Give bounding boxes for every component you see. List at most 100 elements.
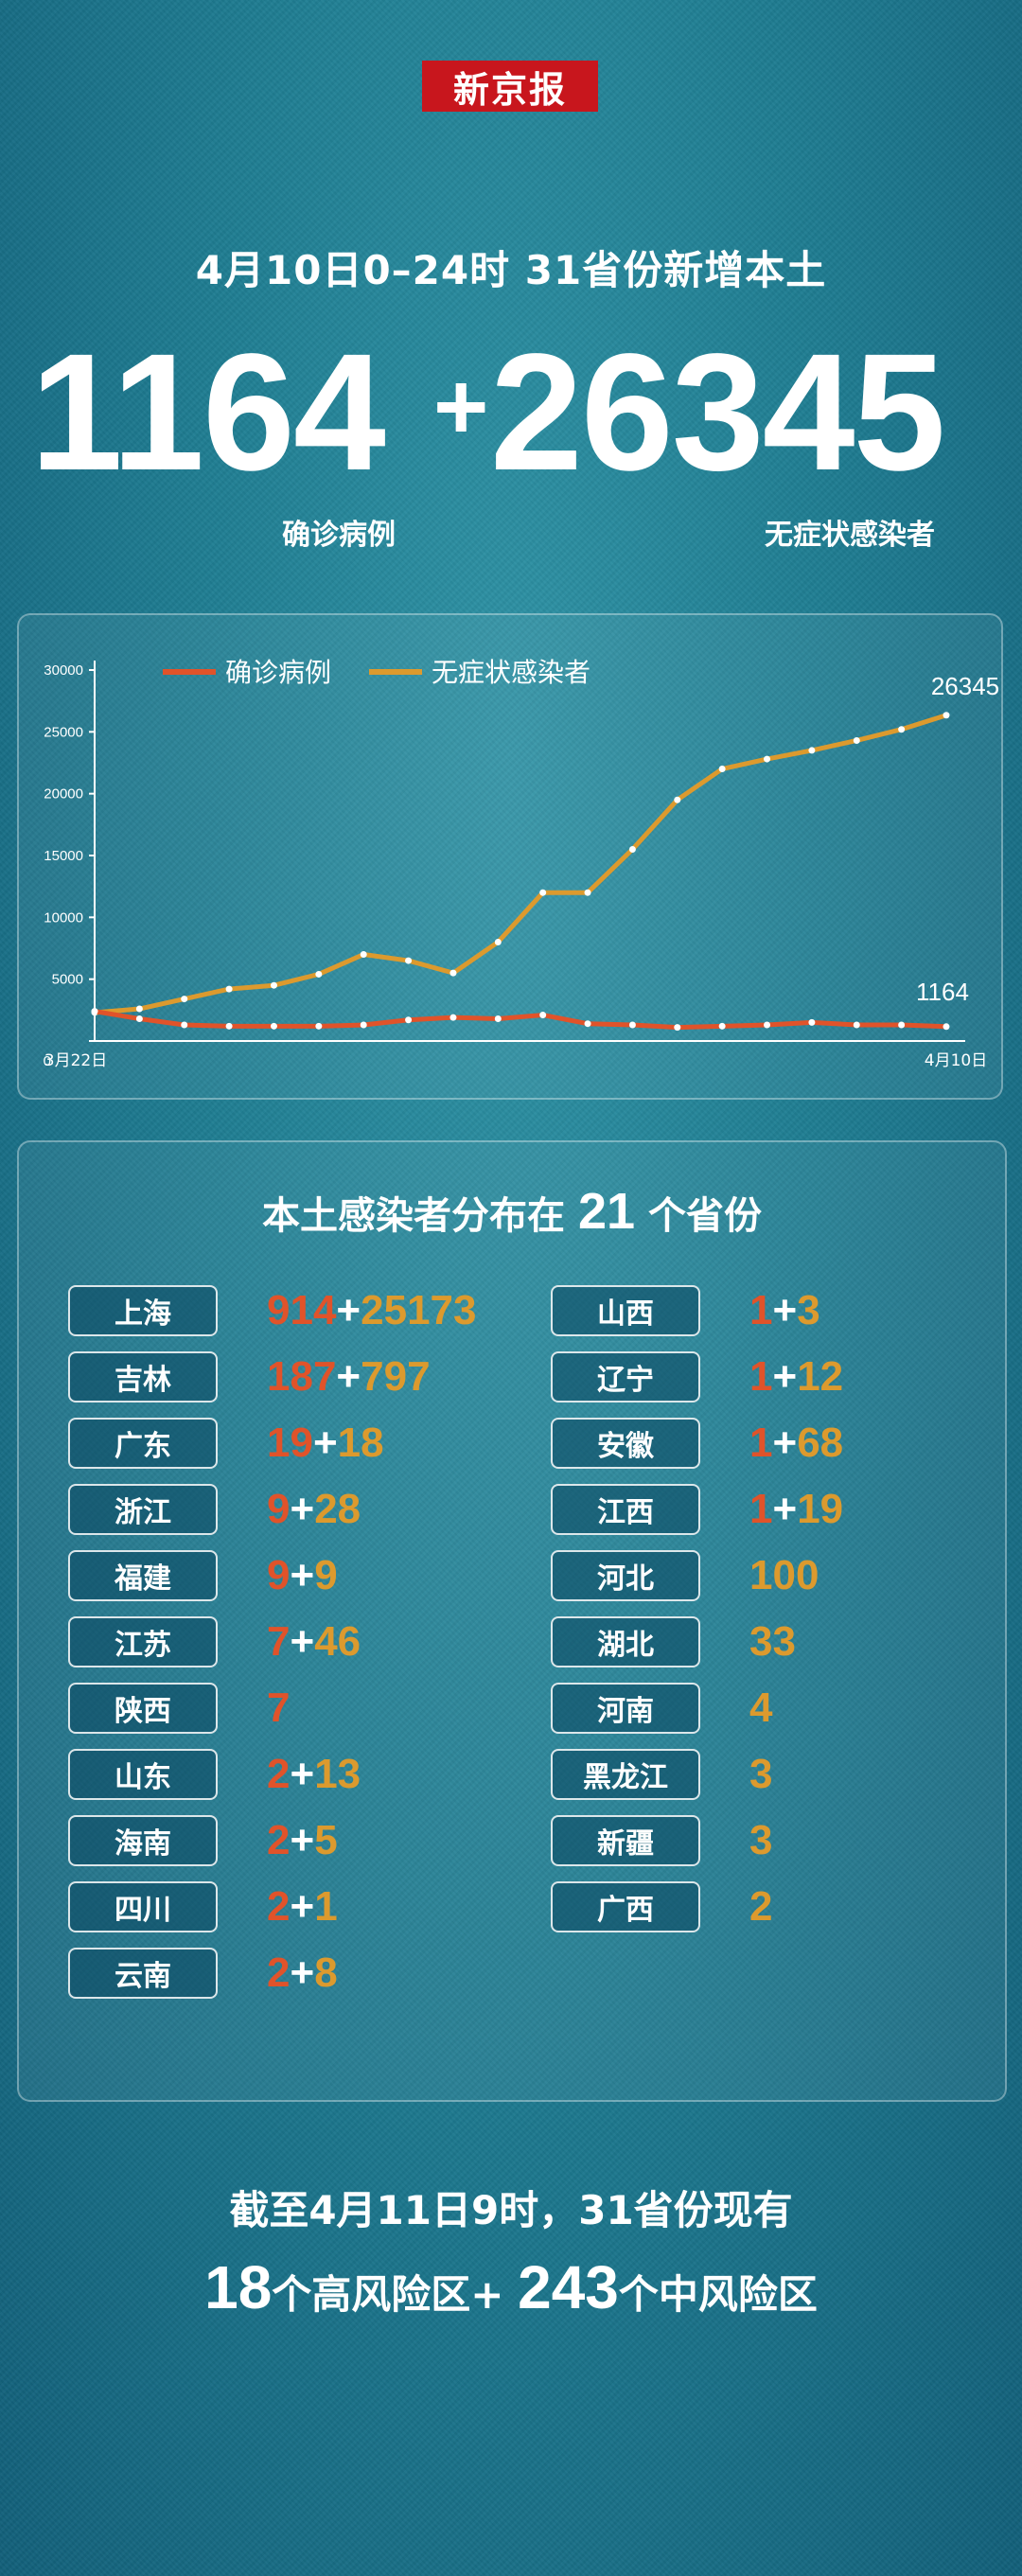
risk-area-summary: 18个高风险区+ 243个中风险区: [0, 2252, 1022, 2322]
province-name: 浙江: [68, 1484, 218, 1535]
province-asymptomatic-count: 68: [797, 1420, 844, 1466]
province-row: 广东 19+18: [68, 1417, 384, 1470]
province-asymptomatic-count: 1: [314, 1883, 338, 1930]
confirmed-label: 确诊病例: [282, 519, 396, 552]
province-asymptomatic-count: 3: [797, 1287, 820, 1333]
province-asymptomatic-count: 13: [314, 1751, 361, 1797]
province-row: 陕西 7: [68, 1682, 290, 1735]
province-row: 海南 2+5: [68, 1814, 338, 1867]
legend-label-confirmed: 确诊病例: [225, 657, 331, 688]
province-asymptomatic-count: 2: [749, 1883, 773, 1930]
province-name: 吉林: [68, 1351, 218, 1403]
province-values: 4: [749, 1685, 772, 1732]
province-asymptomatic-count: 12: [797, 1353, 844, 1400]
province-confirmed-count: 19: [267, 1420, 313, 1466]
province-asymptomatic-count: 18: [337, 1420, 384, 1466]
y-tick-label: 20000: [44, 786, 83, 803]
province-row: 广西 2: [551, 1880, 772, 1933]
province-values: 2+5: [267, 1817, 338, 1864]
data-point: [494, 938, 502, 945]
province-row: 河南 4: [551, 1682, 772, 1735]
series-line-confirmed: [94, 1009, 947, 1031]
data-point: [718, 766, 726, 773]
y-tick-label: 10000: [44, 909, 83, 926]
province-values: 3: [749, 1817, 772, 1864]
data-point: [898, 1021, 906, 1029]
province-confirmed-count: 2: [267, 1950, 291, 1996]
province-name: 山西: [551, 1285, 700, 1336]
province-name: 陕西: [68, 1683, 218, 1734]
data-point: [315, 970, 323, 978]
province-row: 辽宁 1+12: [551, 1350, 843, 1403]
data-point: [405, 1016, 413, 1024]
province-asymptomatic-count: 3: [749, 1817, 773, 1863]
province-confirmed-count: 2: [267, 1751, 291, 1797]
province-row: 山西 1+3: [551, 1284, 820, 1337]
province-confirmed-count: 1: [749, 1353, 773, 1400]
high-risk-count: 18: [204, 2253, 273, 2321]
asymptomatic-label: 无症状感染者: [765, 519, 935, 552]
province-plus-sign: +: [312, 1420, 338, 1466]
end-label-asymptomatic: 26345: [931, 672, 999, 700]
data-point: [628, 845, 636, 853]
distribution-title-prefix: 本土感染者分布在: [262, 1194, 566, 1238]
data-point: [943, 1023, 950, 1031]
province-name: 河南: [551, 1683, 700, 1734]
data-point: [808, 747, 816, 754]
province-name: 河北: [551, 1550, 700, 1601]
data-point: [674, 1024, 681, 1032]
data-point: [898, 726, 906, 733]
data-point: [360, 1021, 367, 1029]
province-confirmed-count: 2: [267, 1817, 291, 1863]
province-values: 100: [749, 1552, 819, 1599]
data-point: [808, 1018, 816, 1026]
province-confirmed-count: 9: [267, 1486, 291, 1532]
data-point: [943, 712, 950, 719]
data-point: [628, 1021, 636, 1029]
province-name: 黑龙江: [551, 1749, 700, 1800]
data-point: [405, 957, 413, 964]
province-values: 2+8: [267, 1950, 338, 1997]
data-point: [853, 1021, 860, 1029]
province-name: 湖北: [551, 1616, 700, 1667]
province-row: 安徽 1+68: [551, 1417, 843, 1470]
data-point: [135, 1005, 143, 1013]
confirmed-total: 1164: [30, 320, 386, 505]
province-confirmed-count: 7: [267, 1685, 291, 1731]
province-values: 9+28: [267, 1486, 361, 1533]
data-point: [181, 1021, 188, 1029]
province-values: 19+18: [267, 1420, 384, 1467]
province-values: 7: [267, 1685, 290, 1732]
province-name: 广东: [68, 1418, 218, 1469]
data-point: [449, 969, 457, 977]
province-plus-sign: +: [290, 1950, 315, 1996]
province-values: 2: [749, 1883, 772, 1931]
province-plus-sign: +: [290, 1552, 315, 1598]
province-name: 辽宁: [551, 1351, 700, 1403]
high-risk-label: 个高风险区+: [272, 2271, 504, 2318]
x-tick-label: 4月10日: [925, 1051, 987, 1070]
y-tick-label: 15000: [44, 848, 83, 864]
mid-risk-count: 243: [518, 2253, 619, 2321]
province-name: 安徽: [551, 1418, 700, 1469]
province-confirmed-count: 7: [267, 1618, 291, 1665]
distribution-title-suffix: 个省份: [647, 1194, 762, 1238]
province-plus-sign: +: [290, 1618, 315, 1665]
province-values: 1+19: [749, 1486, 843, 1533]
data-point: [225, 985, 233, 993]
series-line-asymptomatic: [94, 713, 947, 1015]
province-asymptomatic-count: 19: [797, 1486, 844, 1532]
province-values: 3: [749, 1751, 772, 1798]
province-asymptomatic-count: 28: [314, 1486, 361, 1532]
province-confirmed-count: 1: [749, 1420, 773, 1466]
province-values: 914+25173: [267, 1287, 476, 1334]
province-values: 33: [749, 1618, 796, 1666]
province-name: 福建: [68, 1550, 218, 1601]
data-point: [91, 1008, 98, 1015]
province-values: 2+1: [267, 1883, 338, 1931]
province-confirmed-count: 1: [749, 1287, 773, 1333]
province-row: 吉林 187+797: [68, 1350, 431, 1403]
province-asymptomatic-count: 46: [314, 1618, 361, 1665]
y-tick-label: 25000: [44, 724, 83, 740]
y-tick-label: 30000: [44, 662, 83, 679]
